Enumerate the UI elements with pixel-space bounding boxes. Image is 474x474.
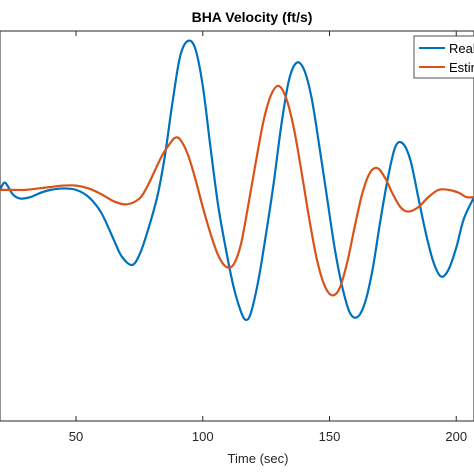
legend: Real Estimated xyxy=(413,35,474,79)
series-layer xyxy=(0,39,474,322)
chart-title: BHA Velocity (ft/s) xyxy=(192,9,313,25)
x-axis-label: Time (sec) xyxy=(228,451,289,466)
x-axis-ticks: 50 100 150 200 xyxy=(69,31,467,444)
x-tick-label-200: 200 xyxy=(445,429,467,444)
legend-box xyxy=(413,35,474,79)
x-tick-label-100: 100 xyxy=(192,429,214,444)
x-tick-label-150: 150 xyxy=(319,429,341,444)
legend-label-estimated: Estimated xyxy=(449,60,474,75)
plot-area xyxy=(0,30,474,422)
series-line-estimated xyxy=(0,84,474,297)
series-line-real xyxy=(0,39,474,322)
x-tick-label-50: 50 xyxy=(69,429,83,444)
legend-label-real: Real xyxy=(449,41,474,56)
